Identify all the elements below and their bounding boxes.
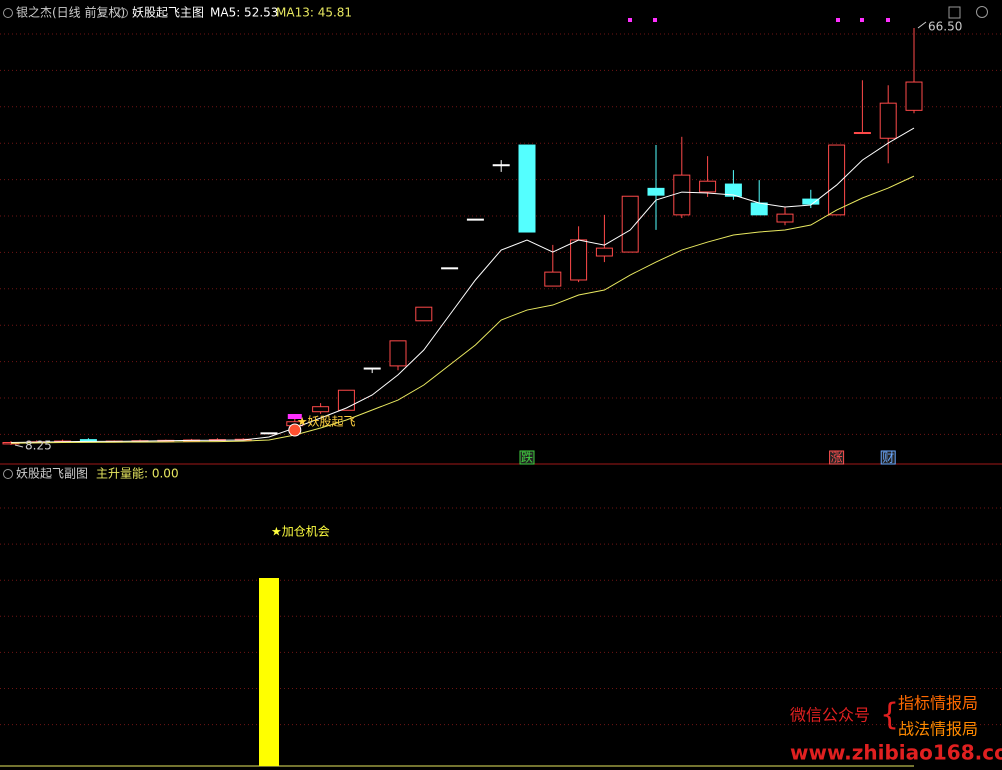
window-button[interactable]	[976, 6, 988, 18]
signal-dot	[628, 18, 632, 22]
candle-body	[337, 389, 355, 411]
candle-body	[750, 202, 768, 216]
candle-body	[389, 340, 407, 367]
annotation-label: 66.50	[928, 20, 962, 34]
sub-title: 妖股起飞副图	[16, 467, 88, 481]
candle-body	[312, 406, 330, 413]
candle-body	[853, 132, 871, 135]
legend-ma5: MA5: 52.53	[210, 6, 278, 20]
candle-body	[492, 164, 510, 167]
watermark-brace: {	[880, 698, 899, 733]
watermark-url: www.zhibiao168.com	[790, 741, 1002, 765]
candle-body	[699, 180, 717, 193]
signal-label: ★加仓机会	[271, 525, 330, 539]
candle-body	[260, 432, 278, 435]
watermark-account: 微信公众号	[790, 706, 870, 725]
candle-body	[647, 187, 665, 196]
volume-bar	[259, 578, 279, 766]
window-button[interactable]	[948, 6, 961, 19]
signal-dot	[836, 18, 840, 22]
signal-dot	[860, 18, 864, 22]
candle-body	[544, 271, 562, 287]
watermark-line: 指标情报局	[898, 694, 978, 713]
chart-subtitle: 妖股起飞主图	[132, 6, 204, 20]
signal-box	[287, 414, 302, 419]
chart-title: 银之杰(日线 前复权)	[16, 5, 125, 20]
sub-legend: 主升量能: 0.00	[96, 467, 179, 481]
candle-body	[828, 144, 846, 216]
menu-icon[interactable]	[3, 469, 13, 479]
candle-body	[363, 367, 381, 370]
menu-icon[interactable]	[3, 8, 13, 18]
signal-dot	[886, 18, 890, 22]
signal-box	[880, 450, 896, 465]
candle-body	[879, 102, 897, 139]
menu-icon[interactable]	[118, 8, 128, 18]
candle-body	[776, 213, 794, 223]
signal-dot	[653, 18, 657, 22]
signal-box	[829, 450, 845, 465]
signal-box	[519, 450, 535, 465]
candle-body	[905, 81, 923, 111]
candle-body	[466, 218, 484, 221]
legend-ma13: MA13: 45.81	[276, 6, 352, 20]
candle-body	[415, 306, 433, 322]
signal-label: ★妖股起飞	[297, 415, 356, 429]
signal-label: 涨	[831, 450, 843, 465]
signal-ball	[288, 423, 302, 437]
candle-body	[441, 267, 459, 270]
watermark-line: 战法情报局	[898, 720, 978, 739]
annotation-arrow	[14, 444, 24, 448]
annotation-arrow	[917, 21, 927, 29]
annotation-label: 8.25	[25, 439, 52, 453]
ma-line	[10, 127, 915, 443]
candle-body	[724, 183, 742, 197]
signal-label: 财	[882, 451, 894, 465]
candle-body	[621, 195, 639, 253]
candle-body	[518, 144, 536, 233]
candle-body	[673, 174, 691, 216]
candle-body	[570, 239, 588, 281]
signal-label: 跌	[521, 450, 533, 465]
candle-body	[595, 247, 613, 257]
ma-line	[10, 175, 915, 444]
candle-body	[802, 198, 820, 205]
